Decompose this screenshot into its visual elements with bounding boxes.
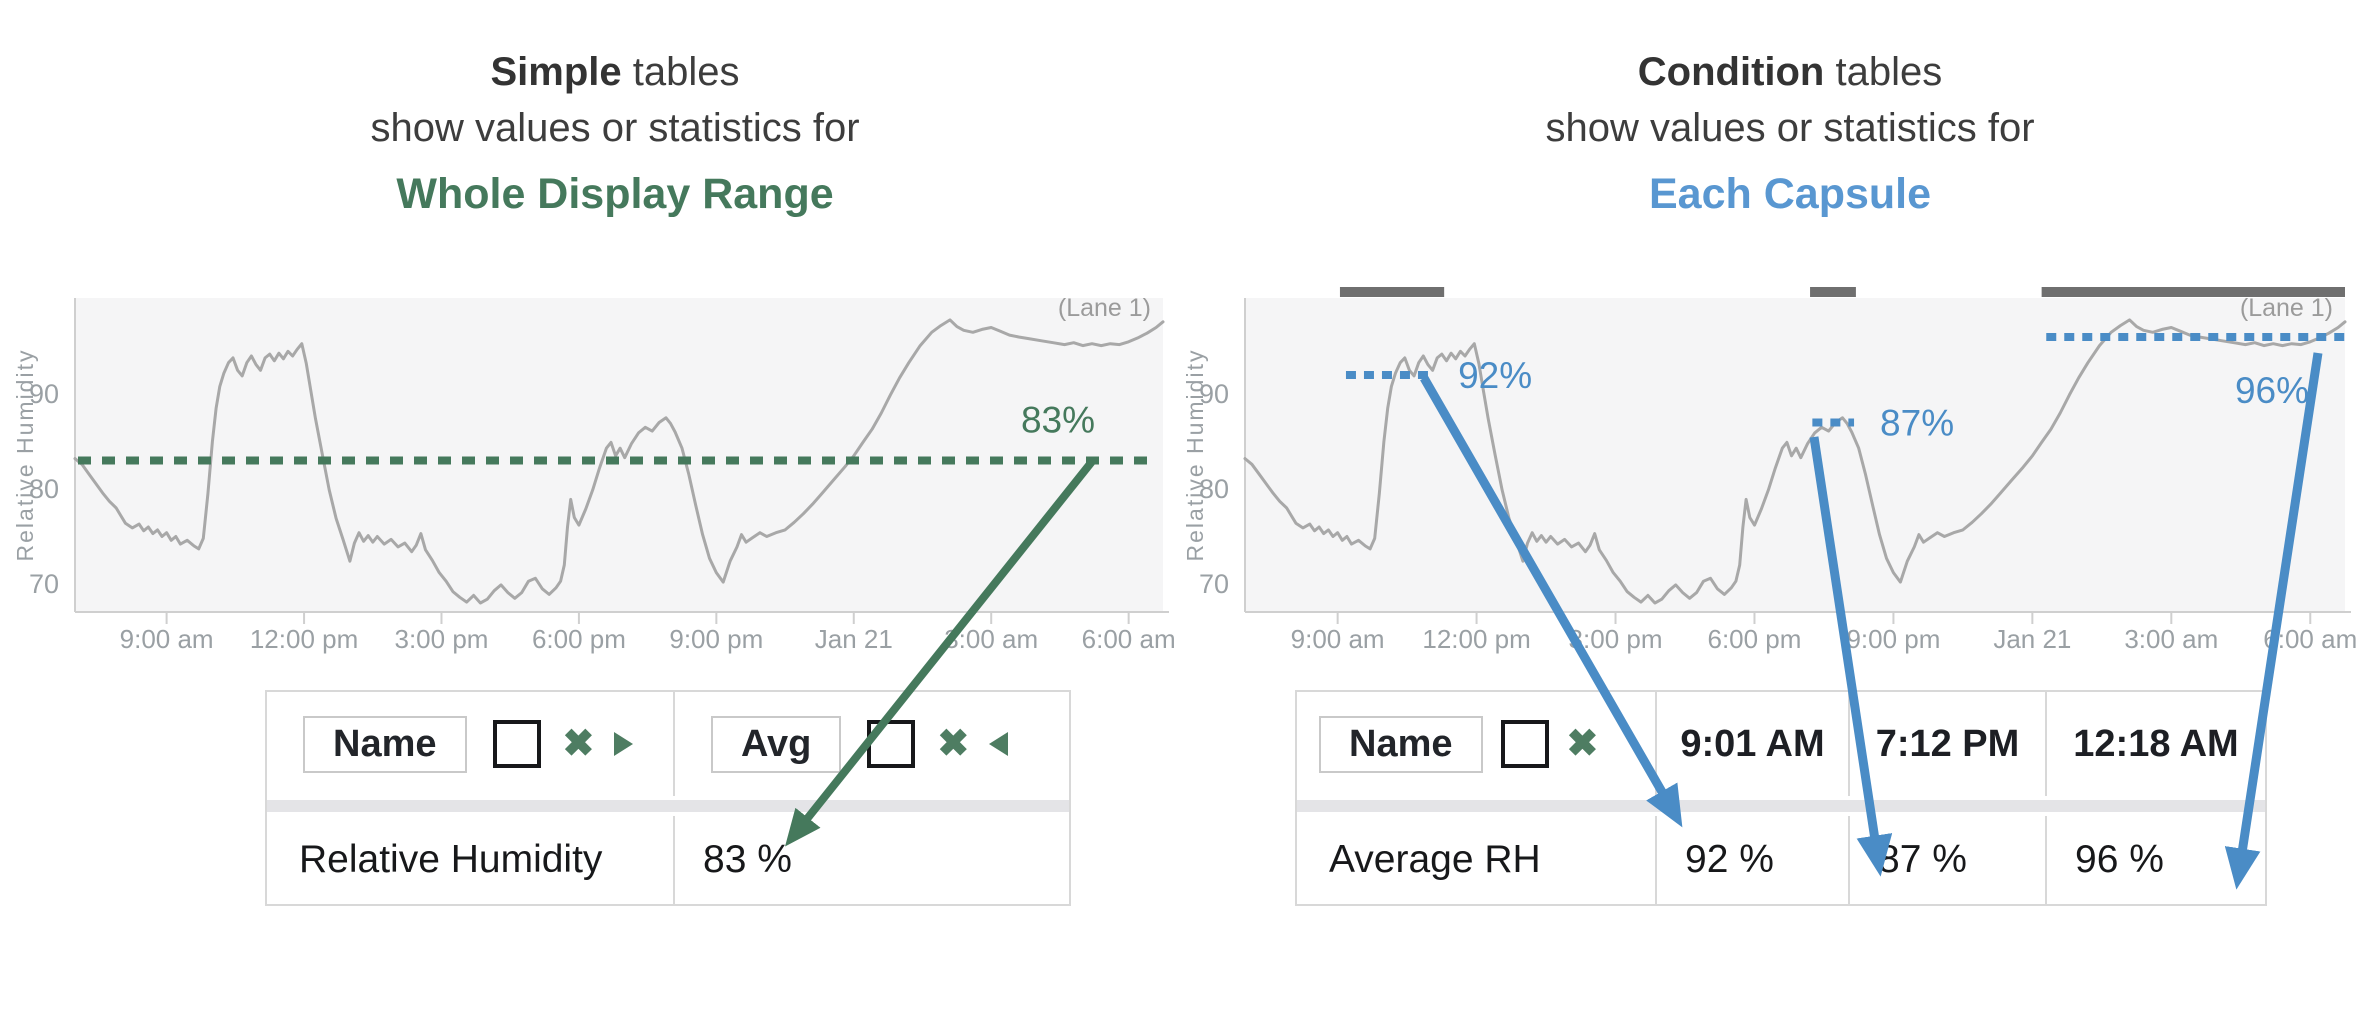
table-header-divider <box>1297 800 2265 812</box>
x-tick-label: Jan 21 <box>815 624 893 654</box>
capsule-3-bar <box>2041 287 2345 297</box>
move-column-left-icon[interactable] <box>989 732 1009 756</box>
capsule-2-avg-cell: 87 % <box>1848 816 2045 904</box>
capsule-1-average-label: 92% <box>1458 355 1532 396</box>
y-tick-label: 90 <box>29 379 59 409</box>
avg-column-button[interactable]: Avg <box>711 715 842 773</box>
condition-table-name-header-cell: Name ✖ <box>1297 692 1655 796</box>
x-tick-label: 9:00 am <box>120 624 214 654</box>
condition-plot-area <box>1245 298 2345 612</box>
capsule-3-average-label: 96% <box>2235 370 2309 411</box>
simple-table-name-header-cell: Name ✖ <box>267 692 673 796</box>
y-tick-label: 80 <box>1199 474 1229 504</box>
condition-signal-line <box>1243 318 2347 605</box>
y-tick-label: 70 <box>29 569 59 599</box>
condition-title-rest: tables <box>1824 50 1943 94</box>
avg-column-checkbox[interactable] <box>867 720 916 768</box>
whole-display-range-label: Whole Display Range <box>396 170 834 218</box>
x-tick-label: 9:00 pm <box>669 624 763 654</box>
signal-name-cell: Average RH <box>1329 838 1541 881</box>
capsule-2-average-label: 87% <box>1880 403 1954 444</box>
condition-table-data-row: Average RH 92 % 87 % 96 % <box>1297 816 2265 904</box>
remove-avg-column-icon[interactable]: ✖ <box>937 723 970 765</box>
remove-name-column-icon[interactable]: ✖ <box>562 723 595 765</box>
capsule-1-start-header: 9:01 AM <box>1655 692 1848 796</box>
table-header-divider <box>267 800 1069 812</box>
simple-keyword: Simple <box>490 50 622 94</box>
x-tick-label: 6:00 pm <box>532 624 626 654</box>
signal-name-cell: Relative Humidity <box>299 838 603 881</box>
name-column-checkbox[interactable] <box>492 720 541 768</box>
x-tick-label: Jan 21 <box>1993 624 2071 654</box>
name-column-button[interactable]: Name <box>1319 715 1483 773</box>
y-axis-title: Relative Humidity <box>1182 349 1208 562</box>
condition-table: Name ✖ 9:01 AM 7:12 PM 12:18 AM Average … <box>1295 690 2267 906</box>
move-column-right-icon[interactable] <box>614 732 634 756</box>
x-tick-label: 9:00 pm <box>1846 624 1940 654</box>
x-tick-label: 9:00 am <box>1291 624 1385 654</box>
each-capsule-label: Each Capsule <box>1649 170 1931 218</box>
y-axis-title: Relative Humidity <box>12 349 38 562</box>
average-value-label: 83% <box>1021 400 1095 441</box>
x-tick-label: 3:00 pm <box>395 624 489 654</box>
capsule-3-start-header: 12:18 AM <box>2045 692 2265 796</box>
x-tick-label: 12:00 pm <box>250 624 358 654</box>
y-tick-label: 90 <box>1199 379 1229 409</box>
lane-label: (Lane 1) <box>1058 294 1151 322</box>
capsule-2-bar <box>1810 287 1856 297</box>
condition-tables-title: Condition tables show values or statisti… <box>1180 44 2369 222</box>
x-tick-label: 3:00 pm <box>1569 624 1663 654</box>
capsule-2-start-header: 7:12 PM <box>1848 692 2045 796</box>
y-tick-label: 80 <box>29 474 59 504</box>
x-tick-label: 6:00 pm <box>1707 624 1801 654</box>
lane-label: (Lane 1) <box>2240 294 2333 322</box>
simple-title-rest: tables <box>621 50 740 94</box>
x-tick-label: 6:00 am <box>2263 624 2357 654</box>
x-tick-label: 6:00 am <box>1082 624 1176 654</box>
simple-table: Name ✖ Avg ✖ Relative Humidity 83 % <box>265 690 1071 906</box>
simple-table-data-row: Relative Humidity 83 % <box>267 816 1069 904</box>
capsule-1-avg-cell: 92 % <box>1655 816 1848 904</box>
capsule-3-avg-cell: 96 % <box>2045 816 2265 904</box>
condition-table-header-row: Name ✖ 9:01 AM 7:12 PM 12:18 AM <box>1297 692 2265 796</box>
x-tick-label: 3:00 am <box>2124 624 2218 654</box>
y-tick-label: 70 <box>1199 569 1229 599</box>
capsule-1-bar <box>1339 287 1445 297</box>
remove-name-column-icon[interactable]: ✖ <box>1566 723 1599 765</box>
simple-table-header-row: Name ✖ Avg ✖ <box>267 692 1069 796</box>
simple-plot-area <box>75 298 1163 612</box>
condition-keyword: Condition <box>1637 50 1825 94</box>
x-tick-label: 3:00 am <box>944 624 1038 654</box>
simple-signal-line <box>73 318 1165 605</box>
condition-tables-title-line2: show values or statistics for <box>1545 106 2035 150</box>
simple-table-avg-header-cell: Avg ✖ <box>673 692 1069 796</box>
simple-tables-title-line2: show values or statistics for <box>370 106 860 150</box>
condition-tables-title-line1: Condition tables <box>1180 44 2369 100</box>
simple-tables-title-line1: Simple tables <box>0 44 1230 100</box>
name-column-checkbox[interactable] <box>1500 720 1549 768</box>
name-column-button[interactable]: Name <box>303 715 467 773</box>
avg-value-cell: 83 % <box>673 816 1069 904</box>
x-tick-label: 12:00 pm <box>1422 624 1530 654</box>
simple-tables-title: Simple tables show values or statistics … <box>0 44 1230 222</box>
